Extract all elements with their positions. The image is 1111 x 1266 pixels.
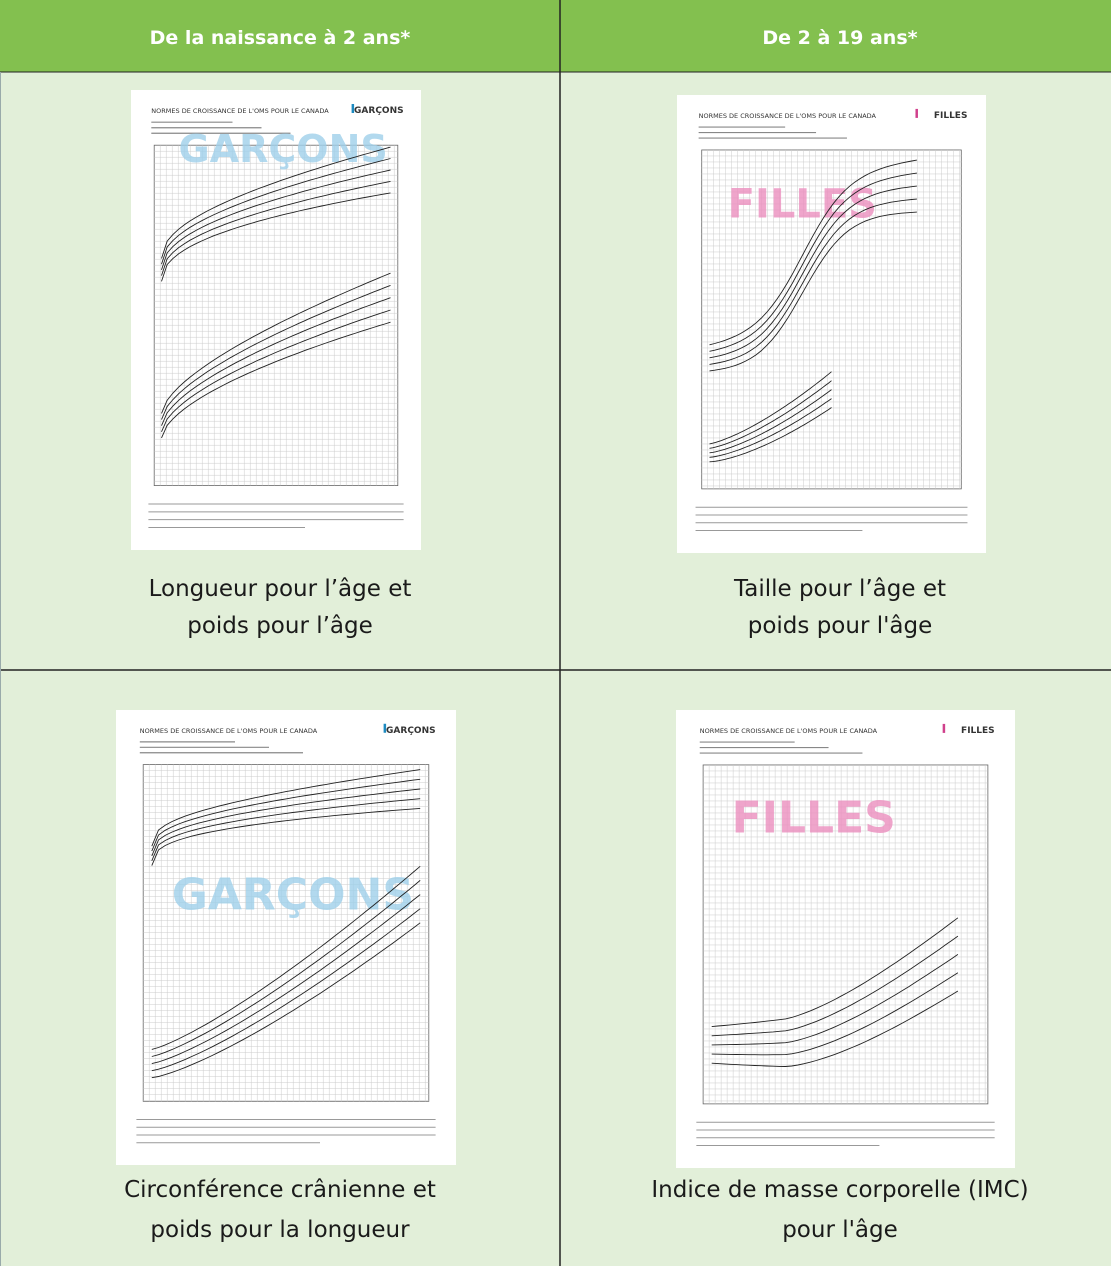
thumbnail-title: NORMES DE CROISSANCE DE L'OMS POUR LE CA… (699, 112, 877, 120)
thumbnail-curve (709, 389, 832, 454)
thumbnail-curve (709, 185, 917, 359)
thumbnail-curve (161, 146, 391, 259)
caption-line: poids pour la longueur (150, 1217, 410, 1243)
caption-line: Taille pour l’âge et (733, 576, 946, 602)
thumbnail-watermark: GARÇONS (179, 127, 388, 171)
caption-line: poids pour l'âge (748, 613, 933, 639)
thumbnail-curve (161, 169, 391, 271)
thumbnail-watermark: FILLES (732, 793, 896, 844)
thumbnail-curve (151, 798, 421, 861)
thumbnail-curve (709, 211, 917, 372)
growth-chart-thumbnail: NORMES DE CROISSANCE DE L'OMS POUR LE CA… (116, 710, 456, 1165)
thumbnail-grid-frame (153, 144, 399, 486)
thumbnail-watermark: FILLES (728, 182, 877, 228)
caption-line: poids pour l’âge (187, 613, 373, 639)
thumbnail-curve (709, 198, 917, 365)
thumbnail-sex-icon (942, 723, 946, 733)
thumbnail-curve (711, 990, 959, 1067)
thumbnail-curve (709, 407, 832, 463)
thumbnail-curve (151, 880, 421, 1057)
thumbnail-curve (711, 972, 959, 1056)
caption-line: pour l'âge (782, 1217, 898, 1243)
caption-line: Longueur pour l’âge et (149, 576, 412, 602)
thumbnail-grid-frame (702, 764, 989, 1105)
header-cell: De 2 à 19 ans* (762, 27, 917, 49)
thumbnail-curve (709, 371, 832, 445)
thumbnail-curve (711, 917, 959, 1028)
thumbnail-curve (161, 272, 391, 414)
thumbnail-curve (151, 778, 421, 852)
thumbnail-curve (711, 954, 959, 1046)
growth-chart-thumbnail: NORMES DE CROISSANCE DE L'OMS POUR LE CA… (676, 710, 1015, 1168)
thumbnail-curve (709, 398, 832, 458)
thumbnail-curve (151, 788, 421, 857)
header-row (0, 0, 1111, 72)
thumbnail-curve (161, 180, 391, 276)
thumbnail-title: NORMES DE CROISSANCE DE L'OMS POUR LE CA… (700, 727, 878, 735)
thumbnail-curve (151, 865, 421, 1050)
thumbnail-curve (161, 284, 391, 420)
thumbnail-curve (709, 172, 917, 352)
thumbnail-curve (711, 935, 959, 1037)
growth-chart-thumbnail: NORMES DE CROISSANCE DE L'OMS POUR LE CA… (677, 95, 986, 553)
caption-line: Circonférence crânienne et (124, 1177, 436, 1203)
thumbnail-sex-icon (351, 104, 355, 113)
thumbnail-label: FILLES (961, 726, 995, 736)
growth-chart-thumbnail: NORMES DE CROISSANCE DE L'OMS POUR LE CA… (131, 90, 421, 550)
thumbnail-curve (151, 908, 421, 1072)
thumbnail-title: NORMES DE CROISSANCE DE L'OMS POUR LE CA… (140, 727, 318, 735)
caption-line: Indice de masse corporelle (IMC) (651, 1177, 1028, 1203)
header-cell: De la naissance à 2 ans* (150, 27, 411, 49)
thumbnail-watermark: GARÇONS (172, 869, 414, 920)
thumbnail-title: NORMES DE CROISSANCE DE L'OMS POUR LE CA… (151, 107, 329, 115)
thumbnail-label: GARÇONS (354, 106, 404, 116)
thumbnail-curve (151, 769, 421, 847)
thumbnail-curve (151, 807, 421, 866)
thumbnail-label: FILLES (934, 111, 968, 121)
thumbnail-curve (709, 159, 917, 346)
thumbnail-curve (151, 922, 421, 1079)
thumbnail-curve (151, 894, 421, 1065)
thumbnail-label: GARÇONS (386, 726, 436, 736)
thumbnail-curve (161, 309, 391, 432)
thumbnail-curve (161, 158, 391, 265)
thumbnail-curve (709, 380, 832, 449)
thumbnail-sex-icon (915, 108, 918, 118)
thumbnail-curve (161, 321, 391, 439)
thumbnail-curve (161, 192, 391, 282)
thumbnail-curve (161, 297, 391, 426)
thumbnail-sex-icon (383, 723, 387, 733)
